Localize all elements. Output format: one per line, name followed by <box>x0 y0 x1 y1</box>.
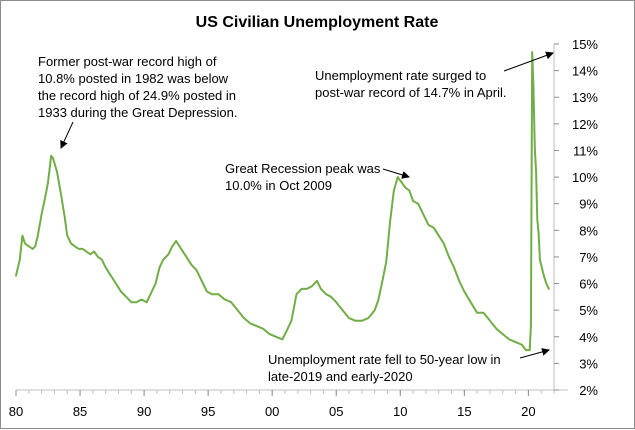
x-tick-label: 90 <box>137 404 151 419</box>
y-tick-label: 10% <box>572 170 598 185</box>
annotation-2019: Unemployment rate fell to 50-year low in… <box>268 348 550 384</box>
x-tick-label: 95 <box>201 404 215 419</box>
annotation-1982: Former post-war record high of 10.8% pos… <box>38 54 237 149</box>
annotation-2020: Unemployment rate surged to post-war rec… <box>315 51 554 100</box>
annotation-1982-line-2: 10.8% posted in 1982 was below <box>38 71 229 86</box>
y-tick-label: 8% <box>579 223 598 238</box>
annotation-2020-line-2: post-war record of 14.7% in April. <box>315 85 506 100</box>
x-tick-label: 85 <box>73 404 87 419</box>
y-tick-label: 5% <box>579 303 598 318</box>
y-tick-label: 9% <box>579 197 598 212</box>
y-tick-label: 7% <box>579 250 598 265</box>
annotation-2009-line-1: Great Recession peak was <box>225 161 381 176</box>
annotation-2009-arrow <box>382 168 410 179</box>
annotation-1982-arrow <box>60 121 74 149</box>
y-tick-label: 4% <box>579 330 598 345</box>
y-tick-label: 12% <box>572 117 598 132</box>
annotation-2019-line-1: Unemployment rate fell to 50-year low in <box>268 352 501 367</box>
annotation-2009-line-2: 10.0% in Oct 2009 <box>225 178 332 193</box>
series-layer <box>15 51 550 352</box>
series-line <box>15 51 550 352</box>
annotation-2020-arrow <box>503 51 554 72</box>
y-tick-label: 13% <box>572 90 598 105</box>
x-tick-label: 15 <box>457 404 471 419</box>
y-tick-label: 2% <box>579 383 598 398</box>
annotation-2020-line-1: Unemployment rate surged to <box>315 68 486 83</box>
x-tick-label: 80 <box>9 404 23 419</box>
y-tick-label: 6% <box>579 277 598 292</box>
x-tick-label: 20 <box>521 404 535 419</box>
annotation-1982-line-1: Former post-war record high of <box>38 54 217 69</box>
annotation-2019-line-2: late-2019 and early-2020 <box>268 369 413 384</box>
annotation-1982-line-4: 1933 during the Great Depression. <box>38 105 237 120</box>
y-tick-label: 15% <box>572 37 598 52</box>
chart-title: US Civilian Unemployment Rate <box>196 14 439 31</box>
y-tick-label: 14% <box>572 64 598 79</box>
x-tick-label: 00 <box>265 404 279 419</box>
annotation-1982-line-3: the record high of 24.9% posted in <box>38 88 236 103</box>
y-tick-label: 3% <box>579 356 598 371</box>
annotation-2009: Great Recession peak was 10.0% in Oct 20… <box>225 161 410 193</box>
y-tick-label: 11% <box>573 143 598 158</box>
x-tick-label: 05 <box>329 404 343 419</box>
x-tick-label: 10 <box>393 404 407 419</box>
y-axis: 2% 3% 4% 5% 6% 7% 8% 9% 10% 11% 12% 13% 14% 15% <box>553 37 598 398</box>
x-axis: 80 85 90 95 00 05 10 15 20 <box>9 389 568 419</box>
annotation-2019-arrow <box>519 348 550 359</box>
